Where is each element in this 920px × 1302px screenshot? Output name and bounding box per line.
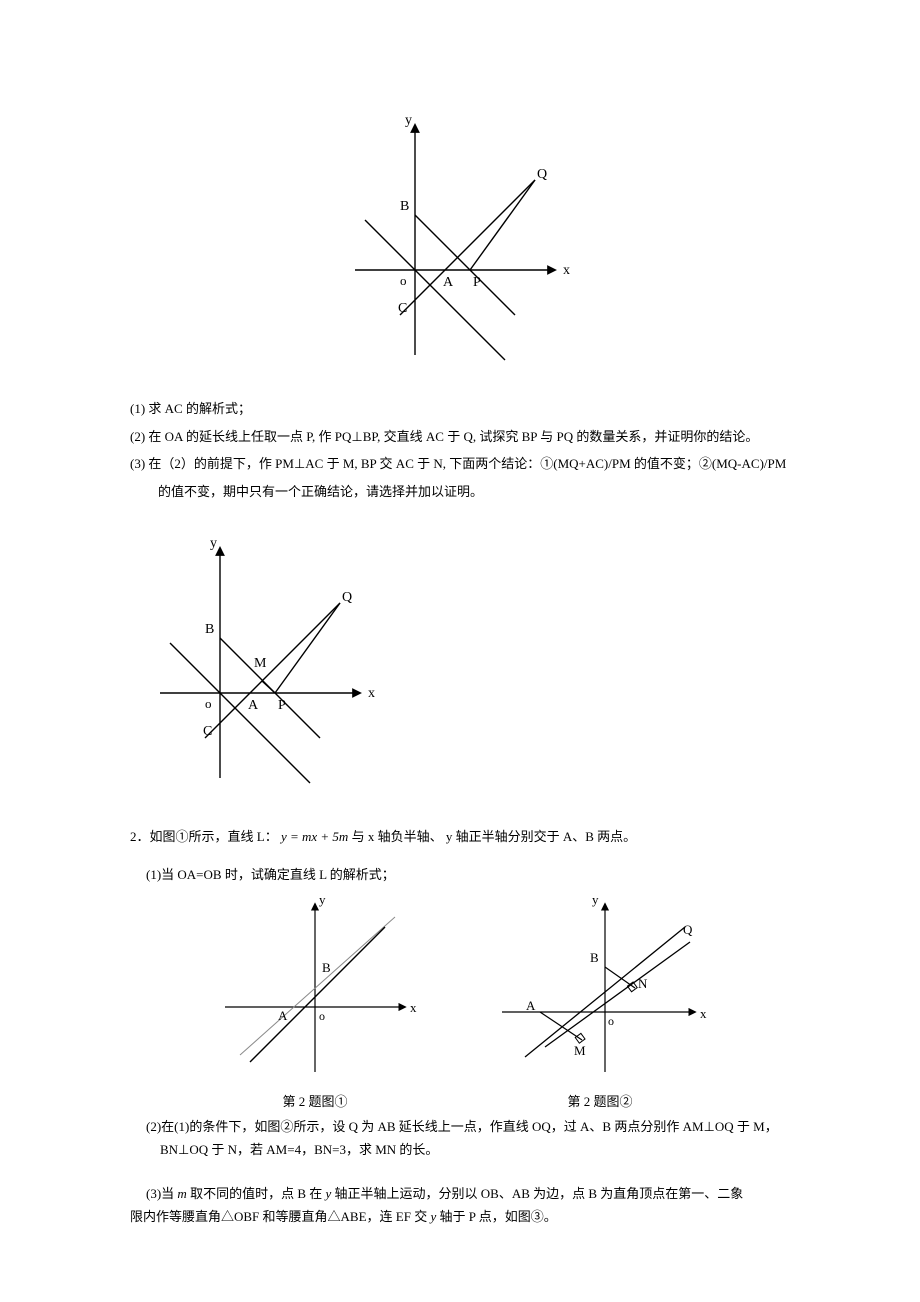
q2f1-A: A: [278, 1008, 288, 1023]
q2f2-B: B: [590, 950, 599, 965]
q2-p3-cont-a: 限内作等腰直角△OBF 和等腰直角△ABE，连 EF 交: [130, 1209, 430, 1224]
q2f2-A: A: [526, 998, 536, 1013]
fig1-x-label: x: [563, 263, 570, 278]
fig2-o-label: o: [205, 696, 212, 711]
q2-part3: (3)当 m 取不同的值时，点 B 在 y 轴正半轴上运动，分别以 OB、AB …: [130, 1182, 790, 1205]
q2-figure-2-svg: x y o A B M N Q: [490, 892, 710, 1082]
q2-figure-1-wrap: x y o A B 第 2 题图①: [210, 892, 420, 1113]
fig2-B-label: B: [205, 622, 214, 637]
q2f2-x: x: [700, 1006, 707, 1021]
fig1-P-label: P: [473, 275, 481, 290]
q1-item-1: (1) 求 AC 的解析式；: [130, 397, 790, 420]
q2f1-x: x: [410, 1000, 417, 1015]
q2f1-o: o: [319, 1009, 325, 1023]
fig2-M-label: M: [254, 656, 267, 671]
q2-p3-a: (3)当: [146, 1186, 177, 1201]
q2-equation: y = mx + 5m: [281, 829, 348, 844]
fig1-y-label: y: [405, 113, 412, 128]
q2f2-Q: Q: [683, 922, 693, 937]
fig1-B-label: B: [400, 199, 409, 214]
q2-figures-row: x y o A B 第 2 题图①: [130, 892, 790, 1113]
figure-1-svg: x y o B A C P Q: [345, 110, 575, 370]
figure-1: x y o B A C P Q: [130, 110, 790, 377]
fig1-A-label: A: [443, 275, 454, 290]
q2-figure-2-caption: 第 2 题图②: [490, 1090, 710, 1113]
q1-list: (1) 求 AC 的解析式； (2) 在 OA 的延长线上任取一点 P, 作 P…: [130, 397, 790, 503]
q2-p3-b: 取不同的值时，点 B 在: [187, 1186, 326, 1201]
q2-part2-cont: BN⊥OQ 于 N，若 AM=4，BN=3，求 MN 的长。: [130, 1138, 790, 1161]
fig2-A-label: A: [248, 698, 259, 713]
q2f2-o: o: [608, 1014, 614, 1028]
q2-lead: 2．如图①所示，直线 L：: [130, 829, 278, 844]
fig1-C-label: C: [398, 301, 407, 316]
fig2-C-label: C: [203, 724, 212, 739]
q2-lead-line: 2．如图①所示，直线 L： y = mx + 5m 与 x 轴负半轴、 y 轴正…: [130, 825, 790, 848]
q2-lead-after: 与 x 轴负半轴、 y 轴正半轴分别交于 A、B 两点。: [352, 829, 637, 844]
q2-part3-cont: 限内作等腰直角△OBF 和等腰直角△ABE，连 EF 交 y 轴于 P 点，如图…: [130, 1205, 790, 1228]
fig2-Q-label: Q: [342, 590, 352, 605]
fig1-Q-label: Q: [537, 167, 547, 182]
fig2-P-label: P: [278, 698, 286, 713]
fig2-y-label: y: [210, 536, 217, 551]
q2-part1: (1)当 OA=OB 时，试确定直线 L 的解析式；: [130, 863, 790, 886]
q2-figure-2-wrap: x y o A B M N Q 第 2 题图②: [490, 892, 710, 1113]
q2-p3-cont-b: 轴于 P 点，如图③。: [436, 1209, 557, 1224]
q2f2-N: N: [638, 976, 648, 991]
fig2-x-label: x: [368, 686, 375, 701]
q2-part2: (2)在(1)的条件下，如图②所示，设 Q 为 AB 延长线上一点，作直线 OQ…: [130, 1115, 790, 1138]
q2f2-M: M: [574, 1043, 586, 1058]
figure-2: x y o B M A C P Q: [130, 533, 790, 800]
q2-p3-c: 轴正半轴上运动，分别以 OB、AB 为边，点 B 为直角顶点在第一、二象: [331, 1186, 743, 1201]
q2-p3-m: m: [177, 1186, 186, 1201]
q2f1-y: y: [319, 892, 326, 907]
q2-figure-1-caption: 第 2 题图①: [210, 1090, 420, 1113]
fig1-o-label: o: [400, 273, 407, 288]
figure-2-svg: x y o B M A C P Q: [150, 533, 380, 793]
q2f1-B: B: [322, 960, 331, 975]
q1-item-3-cont: 的值不变，期中只有一个正确结论，请选择并加以证明。: [130, 480, 790, 503]
q2-figure-1-svg: x y o A B: [210, 892, 420, 1082]
q2f2-y: y: [592, 892, 599, 907]
q1-item-3: (3) 在（2）的前提下，作 PM⊥AC 于 M, BP 交 AC 于 N, 下…: [130, 452, 790, 475]
q1-item-2: (2) 在 OA 的延长线上任取一点 P, 作 PQ⊥BP, 交直线 AC 于 …: [130, 425, 790, 448]
